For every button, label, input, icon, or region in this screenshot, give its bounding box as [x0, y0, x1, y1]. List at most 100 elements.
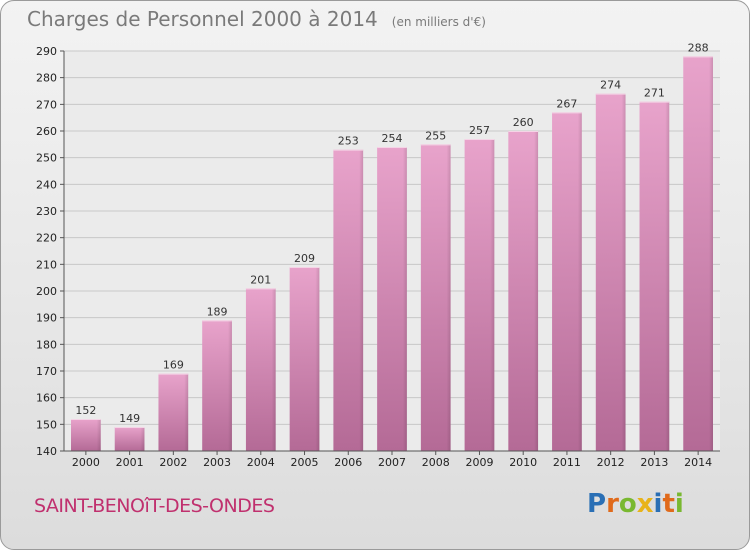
bar-group: 169 — [158, 359, 189, 451]
logo-letter: x — [636, 489, 654, 519]
value-label: 267 — [556, 97, 577, 110]
y-tick-label: 270 — [36, 98, 57, 111]
logo-letter: r — [606, 489, 619, 519]
bar-group: 274 — [595, 79, 626, 452]
logo-letter: i — [674, 489, 684, 519]
bar — [202, 320, 232, 451]
bar — [683, 56, 714, 451]
x-tick-label: 2004 — [247, 456, 275, 469]
axis-layer: 140 150 160 170 180 190 200 210 220 230 240 250 260 2… — [36, 45, 720, 469]
bar-shade — [359, 149, 364, 451]
y-tick-label: 210 — [36, 258, 57, 271]
value-label: 254 — [382, 132, 403, 145]
bar-group: 209 — [289, 252, 320, 451]
bar-group: 255 — [420, 129, 451, 452]
value-label: 271 — [644, 87, 665, 100]
bar — [158, 373, 189, 451]
bar-layer: 152 149 169 189 201 209 253 254 255 257 260 267 274 2… — [70, 41, 714, 452]
bar-shade — [96, 419, 101, 451]
value-label: 149 — [119, 412, 140, 425]
bar — [245, 288, 276, 451]
y-tick-label: 170 — [36, 365, 57, 378]
bar-group: 152 — [70, 404, 101, 451]
value-label: 189 — [207, 305, 228, 318]
town-name: SAINT-BENOîT-DES-ONDES — [34, 495, 275, 517]
bar-shade — [315, 267, 320, 451]
logo-letter: t — [662, 489, 675, 519]
chart-title: Charges de Personnel 2000 à 2014 (en mill… — [27, 7, 486, 31]
bar — [420, 144, 451, 452]
value-label: 209 — [294, 252, 315, 265]
bar-shade — [490, 139, 495, 451]
y-tick-label: 280 — [36, 72, 57, 85]
y-tick-label: 190 — [36, 312, 57, 325]
y-tick-label: 220 — [36, 232, 57, 245]
bar — [70, 419, 101, 451]
bar-shade — [534, 131, 539, 451]
bar-shade — [271, 288, 276, 451]
bar-shade — [446, 144, 451, 452]
bar-group: 254 — [377, 132, 407, 451]
x-tick-label: 2000 — [72, 456, 100, 469]
unit-label: (en milliers d'€) — [391, 15, 486, 29]
bar-shade — [621, 93, 626, 452]
x-tick-label: 2014 — [684, 456, 712, 469]
bar — [595, 93, 626, 452]
bar-shade — [709, 56, 714, 451]
x-tick-label: 2010 — [509, 456, 537, 469]
bar-group: 267 — [552, 97, 582, 451]
bar-shade — [140, 427, 145, 451]
x-tick-label: 2009 — [465, 456, 493, 469]
bar — [552, 112, 582, 451]
bar-shade — [577, 112, 582, 451]
bar — [639, 101, 670, 452]
bar — [333, 149, 364, 451]
x-tick-label: 2007 — [378, 456, 406, 469]
bar — [464, 139, 495, 451]
bar-shade — [184, 373, 189, 451]
value-label: 169 — [163, 359, 184, 372]
y-tick-label: 290 — [36, 45, 57, 58]
bar — [289, 267, 320, 451]
bar-group: 201 — [245, 273, 276, 451]
x-tick-label: 2011 — [553, 456, 581, 469]
bar-group: 149 — [114, 412, 145, 451]
logo-letter: P — [587, 489, 607, 519]
y-tick-label: 250 — [36, 152, 57, 165]
value-label: 288 — [688, 41, 709, 54]
y-tick-label: 200 — [36, 285, 57, 298]
logo-letter: i — [653, 489, 663, 519]
value-label: 255 — [425, 129, 446, 142]
y-tick-label: 260 — [36, 125, 57, 138]
bar-shade — [227, 320, 232, 451]
y-tick-label: 140 — [36, 445, 57, 458]
x-tick-label: 2002 — [159, 456, 187, 469]
bar-group: 271 — [639, 87, 670, 452]
value-label: 201 — [250, 273, 271, 286]
value-label: 260 — [513, 116, 534, 129]
y-tick-label: 150 — [36, 418, 57, 431]
x-tick-label: 2013 — [640, 456, 668, 469]
y-tick-label: 240 — [36, 178, 57, 191]
title-text: Charges de Personnel 2000 à 2014 — [27, 7, 378, 31]
bar — [508, 131, 539, 451]
bar-group: 253 — [333, 135, 364, 451]
bar-group: 189 — [202, 305, 232, 451]
bar — [114, 427, 145, 451]
proxiti-logo: Proxiti — [587, 489, 684, 519]
value-label: 257 — [469, 124, 490, 137]
y-tick-label: 180 — [36, 338, 57, 351]
x-tick-label: 2012 — [597, 456, 625, 469]
bar-group: 257 — [464, 124, 495, 451]
x-tick-label: 2001 — [116, 456, 144, 469]
bar-group: 260 — [508, 116, 539, 451]
value-label: 274 — [600, 79, 621, 92]
bar — [377, 147, 407, 451]
value-label: 152 — [75, 404, 96, 417]
bar-group: 288 — [683, 41, 714, 451]
x-tick-label: 2006 — [334, 456, 362, 469]
y-tick-label: 160 — [36, 392, 57, 405]
bar-shade — [665, 101, 670, 452]
